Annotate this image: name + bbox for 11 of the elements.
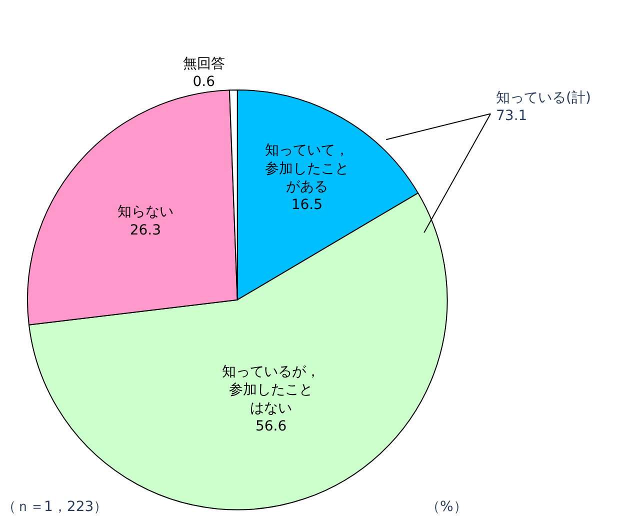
- text: 知っている(計) 73.1: [496, 90, 591, 124]
- slice-label: 知っていて，参加したことがある: [264, 142, 349, 196]
- slice-label: 知らない: [117, 204, 174, 220]
- slice-label: 無回答: [182, 56, 225, 72]
- data-label: 0.6: [192, 74, 216, 90]
- data-label: 16.5: [291, 197, 323, 214]
- data-label: 56.6: [255, 418, 287, 435]
- slice-label: 知っているが，参加したことはない: [222, 364, 320, 416]
- text: （ｎ＝1，223）: [2, 499, 108, 515]
- data-label: 26.3: [130, 222, 161, 238]
- text: （%）: [426, 499, 468, 515]
